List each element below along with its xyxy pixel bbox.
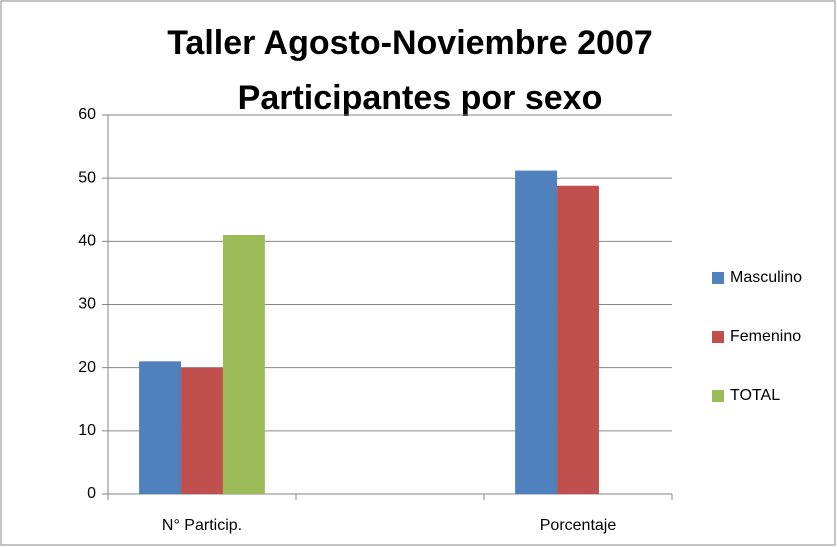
bar bbox=[557, 185, 599, 494]
y-tick-label: 50 bbox=[78, 169, 96, 186]
y-tick-label: 10 bbox=[78, 422, 96, 439]
legend-swatch bbox=[712, 272, 724, 284]
legend-label: Masculino bbox=[730, 269, 802, 286]
bar bbox=[181, 367, 223, 494]
legend-label: Femenino bbox=[730, 328, 801, 345]
x-tick-label: N° Particip. bbox=[162, 517, 242, 534]
bar bbox=[515, 170, 558, 494]
y-tick-label: 60 bbox=[78, 106, 96, 123]
x-tick-label: Porcentaje bbox=[540, 517, 617, 534]
chart-subtitle: Participantes por sexo bbox=[238, 79, 603, 117]
y-tick-label: 40 bbox=[78, 233, 96, 250]
y-tick-label: 0 bbox=[87, 485, 96, 502]
chart-title: Taller Agosto-Noviembre 2007 bbox=[167, 24, 653, 62]
bar bbox=[222, 235, 265, 494]
legend-label: TOTAL bbox=[730, 387, 780, 404]
bar bbox=[139, 361, 182, 494]
legend-swatch bbox=[712, 331, 724, 343]
y-tick-label: 20 bbox=[78, 359, 96, 376]
legend-swatch bbox=[712, 390, 724, 402]
y-tick-label: 30 bbox=[78, 296, 96, 313]
